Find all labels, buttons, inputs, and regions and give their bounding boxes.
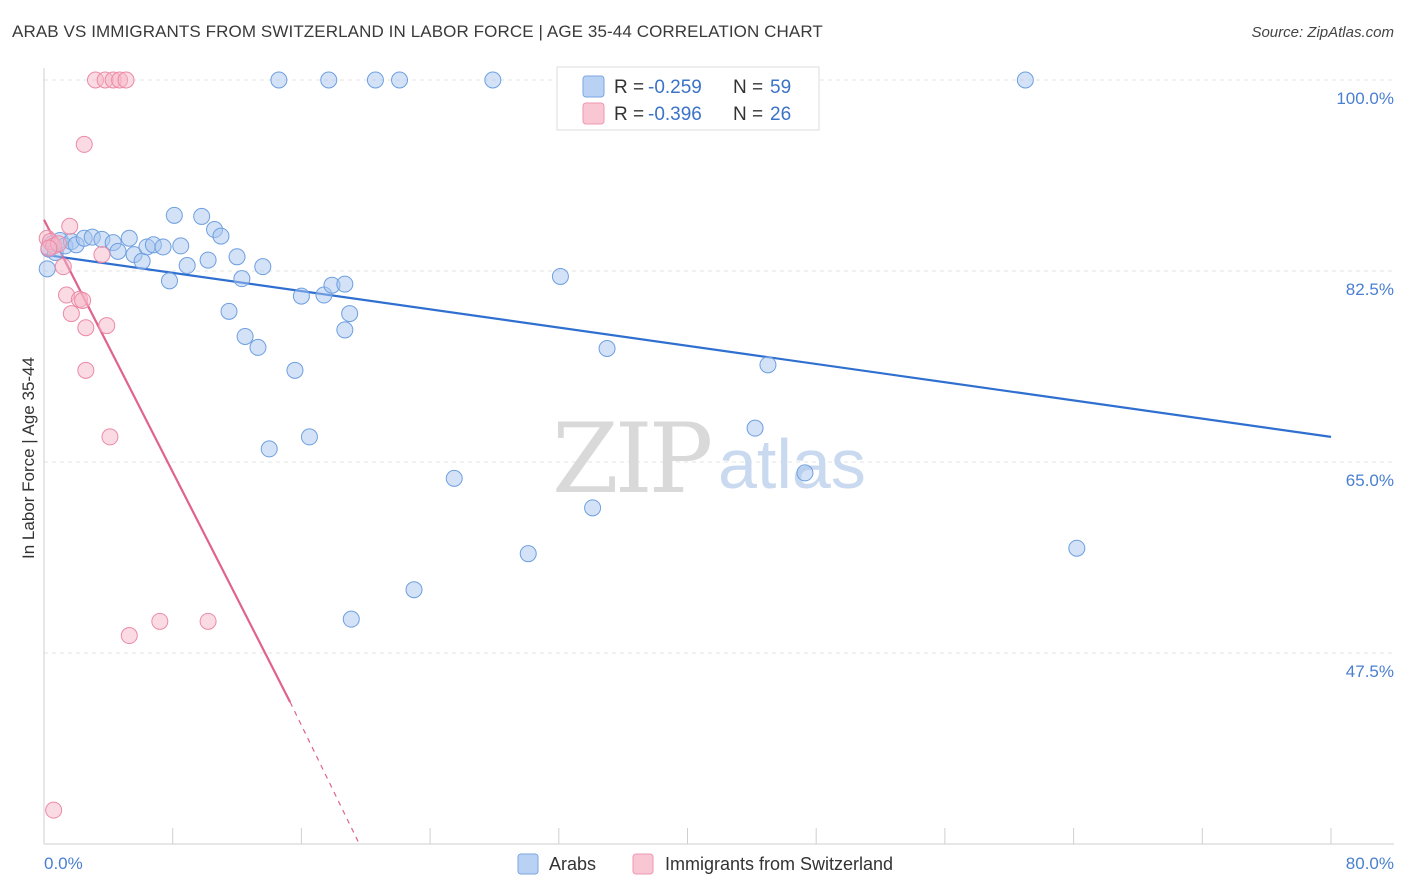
watermark-atlas: atlas [718, 425, 866, 503]
arabs-point-47 [445, 469, 463, 487]
arabs-point-38 [320, 71, 338, 89]
arabs-point-17 [154, 238, 172, 256]
arabs-point-51 [584, 499, 602, 517]
arabs-point-56 [1016, 71, 1034, 89]
x-tick-label-1: 80.0% [1346, 854, 1394, 873]
arabs-point-41 [336, 321, 354, 339]
swiss-point-24 [199, 612, 217, 630]
legend-n-label-1: N = [733, 77, 768, 98]
swiss-point-18 [75, 135, 93, 153]
arabs-point-20 [172, 237, 190, 255]
swiss-point-25 [40, 239, 58, 257]
arabs-point-21 [178, 257, 196, 275]
arabs-point-52 [598, 339, 616, 357]
swiss-point-9 [77, 361, 95, 379]
y-tick-label-2: 65.0% [1346, 471, 1394, 490]
y-tick-label-0: 100.0% [1336, 89, 1394, 108]
grid [44, 79, 1394, 654]
legend-r-value-2: -0.396 [648, 104, 702, 125]
y-tick-label-1: 82.5% [1346, 280, 1394, 299]
x-tick-labels: 0.0% 80.0% [44, 854, 1394, 873]
arabs-point-27 [228, 248, 246, 266]
y-tick-label-3: 47.5% [1346, 662, 1394, 681]
arabs-point-46 [405, 581, 423, 599]
trend-line-0 [43, 253, 1332, 438]
axes [43, 68, 1394, 845]
source-label: Source: ZipAtlas.com [1251, 24, 1394, 41]
arabs-point-22 [193, 207, 211, 225]
arabs-point-18 [160, 272, 178, 290]
arabs-point-35 [292, 287, 310, 305]
bottom-legend-swatch-arabs [517, 853, 539, 875]
arabs-point-12 [120, 229, 138, 247]
arabs-point-55 [796, 464, 814, 482]
swiss-point-6 [61, 217, 79, 235]
arabs-point-40 [336, 275, 354, 293]
swiss-point-21 [45, 801, 63, 819]
arabs-point-57 [1068, 539, 1086, 557]
legend-r-label-2: R = [614, 104, 649, 125]
watermark-zip: ZIP [552, 403, 711, 515]
trend-line-dashed-1 [289, 701, 360, 845]
swiss-point-11 [93, 246, 111, 264]
legend-swatch-swiss [582, 102, 605, 125]
arabs-point-25 [212, 227, 230, 245]
swiss-point-13 [98, 317, 116, 335]
arabs-point-33 [270, 71, 288, 89]
bottom-legend-swatch-swiss [632, 853, 654, 875]
legend-r-label-1: R = [614, 77, 649, 98]
y-axis-title: In Labor Force | Age 35-44 [19, 357, 38, 559]
bottom-legend-label-arabs: Arabs [549, 854, 596, 874]
swiss-point-20 [62, 305, 80, 323]
x-tick-label-0: 0.0% [44, 854, 83, 873]
arabs-point-26 [220, 302, 238, 320]
arabs-point-42 [341, 305, 359, 323]
swiss-point-19 [77, 319, 95, 337]
arabs-point-19 [165, 206, 183, 224]
arabs-point-45 [391, 71, 409, 89]
legend-r-value-1: -0.259 [648, 77, 702, 98]
arabs-point-36 [300, 428, 318, 446]
swiss-point-14 [101, 428, 119, 446]
data-points [38, 71, 1086, 819]
arabs-point-48 [484, 71, 502, 89]
legend-n-value-1: 59 [770, 77, 791, 98]
swiss-point-23 [151, 612, 169, 630]
arabs-point-32 [260, 440, 278, 458]
arabs-point-44 [366, 71, 384, 89]
swiss-point-4 [54, 258, 72, 276]
arabs-point-43 [342, 610, 360, 628]
y-tick-labels: 100.0% 82.5% 65.0% 47.5% [1336, 89, 1394, 681]
series-legend: Arabs Immigrants from Switzerland [517, 853, 893, 875]
swiss-point-22 [120, 627, 138, 645]
arabs-point-29 [236, 327, 254, 345]
legend-n-label-2: N = [733, 104, 768, 125]
swiss-point-8 [74, 291, 92, 309]
arabs-point-30 [249, 338, 267, 356]
arabs-point-58 [38, 260, 56, 278]
legend-swatch-arabs [582, 75, 605, 98]
arabs-point-23 [199, 251, 217, 269]
arabs-point-50 [551, 267, 569, 285]
bottom-legend-label-swiss: Immigrants from Switzerland [665, 854, 893, 874]
correlation-legend: R = -0.259 N = 59 R = -0.396 N = 26 [556, 66, 820, 131]
arabs-point-28 [233, 270, 251, 288]
chart-title: ARAB VS IMMIGRANTS FROM SWITZERLAND IN L… [12, 22, 823, 41]
arabs-point-53 [746, 419, 764, 437]
arabs-point-54 [759, 356, 777, 374]
arabs-point-11 [109, 242, 127, 260]
legend-n-value-2: 26 [770, 104, 791, 125]
swiss-point-17 [117, 71, 135, 89]
arabs-point-49 [519, 545, 537, 563]
arabs-point-31 [254, 258, 272, 276]
arabs-point-34 [286, 361, 304, 379]
watermark: ZIP atlas [552, 403, 866, 515]
arabs-point-14 [133, 252, 151, 270]
